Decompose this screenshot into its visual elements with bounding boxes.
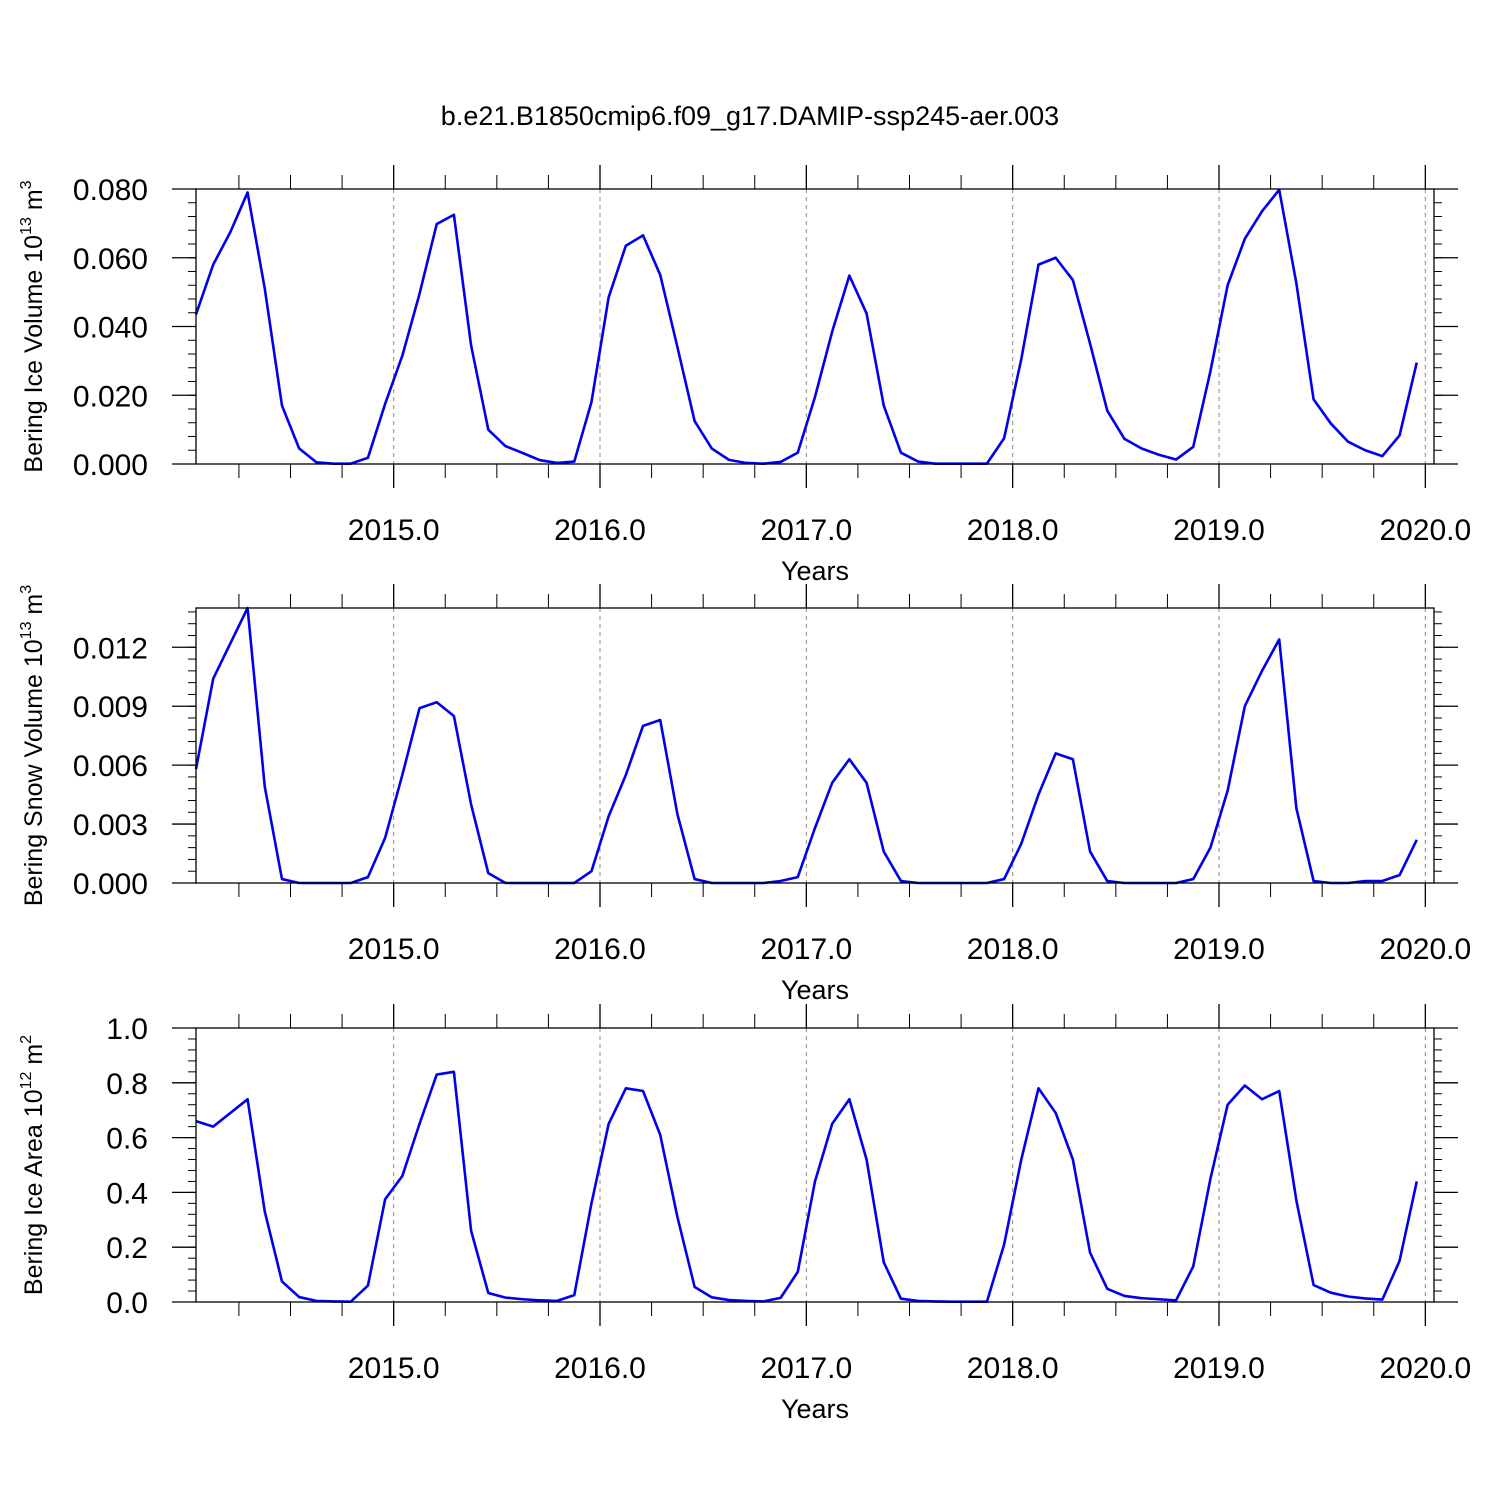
y-axis-label-unit: m — [20, 189, 48, 217]
x-tick-label: 2016.0 — [554, 933, 646, 966]
series-line — [194, 606, 1418, 885]
y-axis-label-text: Bering Ice Area 10 — [20, 1089, 48, 1295]
y-axis-label-exponent: 12 — [18, 1071, 35, 1089]
series-line — [195, 1070, 1419, 1304]
y-tick-label: 0.0 — [106, 1287, 148, 1320]
x-tick-label: 2016.0 — [554, 514, 646, 547]
y-axis-label-unit: m — [20, 594, 48, 622]
y-axis-label-exponent: 13 — [18, 217, 35, 235]
x-tick-label: 2018.0 — [967, 1352, 1059, 1385]
x-tick-label: 2020.0 — [1379, 514, 1471, 547]
y-tick-label: 0.060 — [73, 243, 148, 276]
plot-frame — [195, 607, 1435, 884]
y-axis-label: Bering Ice Volume 1013 m3 — [18, 180, 48, 472]
y-tick-label: 0.000 — [73, 449, 148, 482]
x-tick-label: 2015.0 — [348, 933, 440, 966]
series-line — [194, 188, 1419, 465]
y-axis-label-unit: m — [20, 1044, 48, 1072]
y-tick-label: 0.040 — [73, 312, 148, 345]
y-tick-label: 0.003 — [73, 809, 148, 842]
x-tick-label: 2019.0 — [1173, 933, 1265, 966]
y-tick-label: 0.009 — [73, 691, 148, 724]
y-axis-label-text: Bering Ice Volume 10 — [20, 235, 48, 473]
y-axis-label-text: Bering Snow Volume 10 — [20, 639, 48, 906]
y-tick-label: 0.020 — [73, 380, 148, 413]
x-tick-label: 2019.0 — [1173, 514, 1265, 547]
x-tick-label: 2017.0 — [760, 933, 852, 966]
x-tick-label: 2020.0 — [1379, 933, 1471, 966]
x-tick-label: 2020.0 — [1379, 1352, 1471, 1385]
x-axis-label: Years — [781, 1394, 849, 1424]
plot-frame — [195, 188, 1435, 465]
y-axis-label-unit-exponent: 3 — [18, 585, 35, 594]
x-tick-label: 2018.0 — [967, 933, 1059, 966]
x-tick-label: 2017.0 — [760, 1352, 852, 1385]
y-tick-label: 0.6 — [106, 1123, 148, 1156]
y-tick-label: 1.0 — [106, 1013, 148, 1046]
x-axis-label: Years — [781, 975, 849, 1005]
panel-1: 0.000 0.020 0.040 0.060 0.080 2015.0 2016.0 201… — [18, 165, 1471, 586]
y-tick-label: 0.2 — [106, 1232, 148, 1265]
y-axis-label: Bering Ice Area 1012 m2 — [18, 1035, 48, 1295]
panel-2: 0.000 0.003 0.006 0.009 0.012 2015.0 2016.0 201… — [18, 584, 1471, 1005]
panel-3: 0.0 0.2 0.4 0.6 0.8 1.0 2015.0 2016.0 2017.0 2018… — [18, 1004, 1471, 1424]
y-tick-label: 0.4 — [106, 1177, 148, 1210]
y-tick-label: 0.8 — [106, 1068, 148, 1101]
x-tick-label: 2015.0 — [348, 514, 440, 547]
x-tick-label: 2019.0 — [1173, 1352, 1265, 1385]
x-tick-label: 2015.0 — [348, 1352, 440, 1385]
y-tick-label: 0.000 — [73, 868, 148, 901]
y-axis-label-exponent: 13 — [18, 621, 35, 639]
y-tick-label: 0.006 — [73, 750, 148, 783]
chart-panels: 0.000 0.020 0.040 0.060 0.080 2015.0 2016.0 201… — [18, 165, 1471, 1424]
y-axis-label-unit-exponent: 3 — [18, 180, 35, 189]
y-tick-label: 0.080 — [73, 174, 148, 207]
x-tick-label: 2017.0 — [760, 514, 852, 547]
plot-frame — [195, 1027, 1435, 1303]
x-axis-label: Years — [781, 556, 849, 586]
x-tick-label: 2018.0 — [967, 514, 1059, 547]
y-axis-label: Bering Snow Volume 1013 m3 — [18, 585, 48, 906]
chart-title: b.e21.B1850cmip6.f09_g17.DAMIP-ssp245-ae… — [441, 101, 1059, 131]
x-tick-label: 2016.0 — [554, 1352, 646, 1385]
y-axis-label-unit-exponent: 2 — [18, 1035, 35, 1044]
y-tick-label: 0.012 — [73, 632, 148, 665]
